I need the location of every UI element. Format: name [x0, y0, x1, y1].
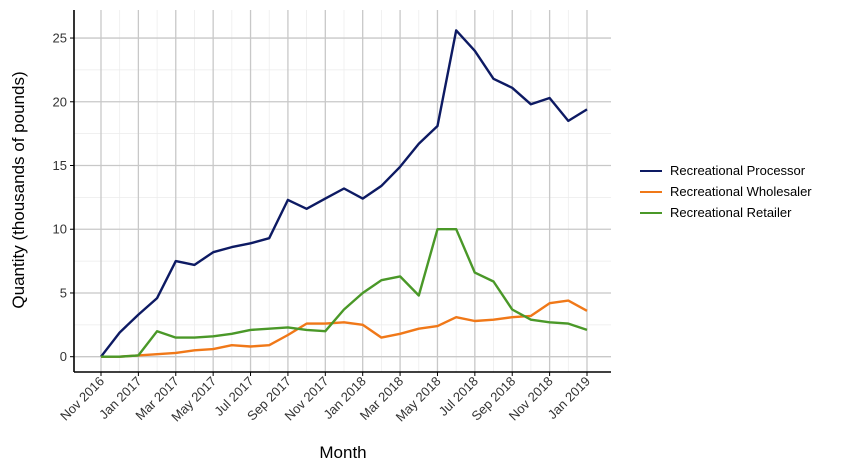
y-tick-label: 0: [60, 349, 67, 364]
legend-label: Recreational Wholesaler: [670, 184, 812, 199]
minor-grid: [74, 10, 611, 372]
x-axis-title: Month: [319, 443, 366, 462]
series-line: [101, 227, 588, 358]
y-tick-label: 15: [53, 158, 67, 173]
legend-swatch: [640, 211, 662, 214]
legend-label: Recreational Processor: [670, 163, 806, 178]
legend: Recreational Processor Recreational Whol…: [640, 160, 812, 223]
y-axis-title: Quantity (thousands of pounds): [9, 71, 28, 308]
axes: [70, 10, 611, 376]
series-line: [100, 29, 588, 358]
legend-swatch: [640, 169, 662, 172]
series-line: [101, 299, 588, 358]
legend-label: Recreational Retailer: [670, 205, 792, 220]
series-lines: [100, 29, 588, 358]
y-tick-label: 5: [60, 285, 67, 300]
legend-item-processor: Recreational Processor: [640, 160, 812, 181]
y-tick-label: 20: [53, 94, 67, 109]
legend-item-retailer: Recreational Retailer: [640, 202, 812, 223]
y-tick-label: 10: [53, 222, 67, 237]
y-tick-label: 25: [53, 31, 67, 46]
legend-swatch: [640, 190, 662, 193]
major-grid: [74, 10, 611, 372]
legend-item-wholesaler: Recreational Wholesaler: [640, 181, 812, 202]
